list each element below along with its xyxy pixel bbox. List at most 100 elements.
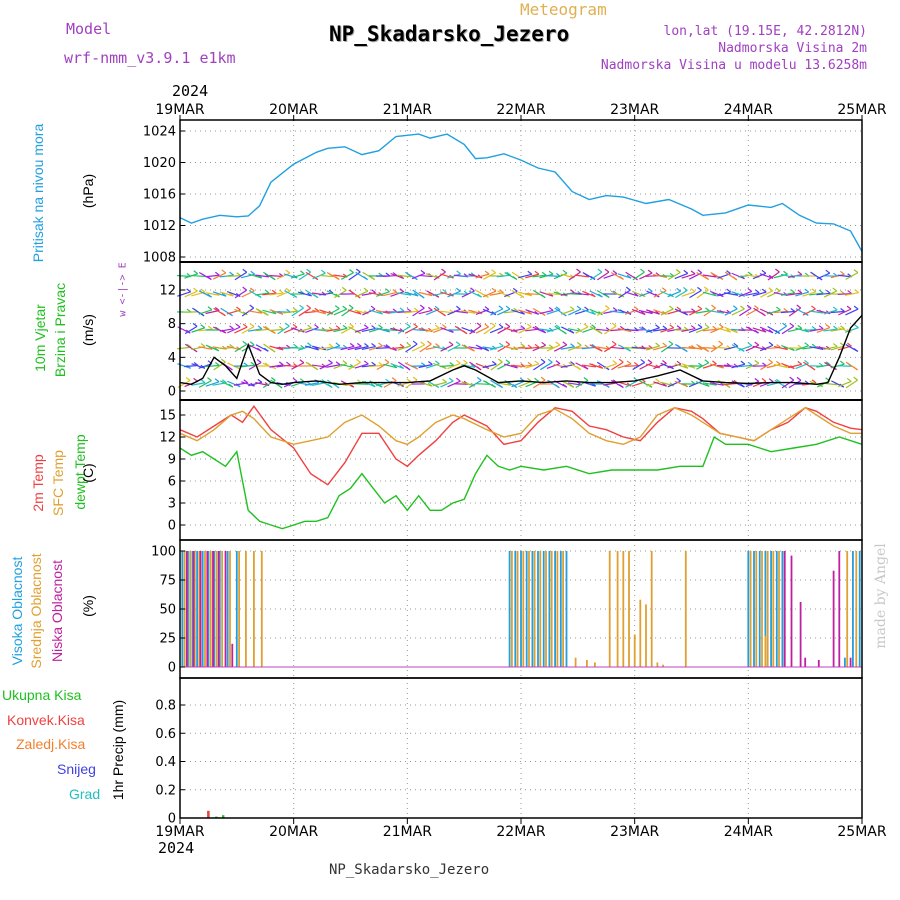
wind-arrow-head (520, 343, 526, 348)
wind-arrow (660, 275, 675, 277)
wind-arrow-head (363, 324, 369, 329)
wind-arrow (781, 345, 795, 351)
wind-arrow (291, 307, 304, 317)
wind-arrow-head (726, 328, 731, 333)
wind-arrow-head (470, 347, 475, 352)
wind-arrow-head (406, 323, 411, 328)
wind-arrow (277, 325, 290, 335)
cloud-bar (817, 660, 820, 667)
wind-arrow-head (263, 347, 269, 352)
wind-arrow-head (455, 341, 461, 346)
wind-arrow (553, 291, 568, 297)
wind-arrow-head (413, 323, 418, 328)
wind-arrow-head (399, 343, 405, 348)
wind-arrow-head (349, 269, 354, 274)
wind-arrow (823, 328, 838, 332)
wind-arrow-head (697, 324, 703, 329)
wind-arrow-head (306, 268, 312, 273)
wind-arrow-head (221, 292, 227, 297)
wind-arrow-head (228, 366, 233, 371)
wind-arrow (362, 308, 376, 316)
wind-arrow-head (740, 360, 746, 365)
wind-arrow (597, 271, 610, 281)
wind-arrow (667, 380, 681, 388)
wind-arrow (781, 362, 795, 370)
wind-arrow-head (704, 323, 710, 328)
cloud-bar (229, 551, 231, 667)
wind-arrow-head (804, 288, 810, 293)
wind-arrow-head (293, 307, 298, 312)
cloud-bar (191, 551, 194, 667)
wind-arrow (255, 274, 270, 278)
wind-arrow-head (412, 376, 418, 381)
wind-arrow (610, 310, 625, 314)
series-line-1-0 (179, 314, 863, 386)
wind-arrow (297, 345, 312, 351)
wind-arrow-head (754, 378, 760, 382)
wind-arrow (269, 292, 284, 296)
wind-arrow-head (547, 358, 553, 363)
wind-arrow-head (242, 268, 248, 273)
wind-arrow-head (256, 358, 262, 363)
wind-arrow (709, 310, 724, 314)
wind-arrow (596, 328, 611, 332)
wind-arrow-head (193, 270, 199, 275)
wind-arrow (632, 361, 645, 371)
wind-arrow (411, 328, 426, 332)
cloud-bar (844, 657, 846, 667)
wind-arrow (234, 326, 248, 334)
wind-arrow (319, 346, 334, 350)
wind-arrow-head (449, 362, 455, 366)
wind-arrow-head (761, 288, 767, 293)
wind-arrow-head (456, 359, 461, 364)
ytick-label: 15 (159, 409, 176, 424)
wind-arrow (540, 361, 553, 371)
wind-arrow (432, 326, 447, 334)
wind-arrow (681, 273, 696, 279)
ytick-label: 1016 (143, 188, 176, 203)
wind-arrow-head (228, 292, 234, 297)
wind-arrow-head (541, 341, 547, 346)
wind-arrow (674, 289, 688, 299)
ytick-label: 50 (159, 603, 176, 618)
wind-arrow (589, 363, 603, 369)
cloud-bar (852, 551, 854, 667)
cloud-bar (616, 551, 619, 667)
cloud-bar (749, 551, 752, 667)
altitude-label: Nadmorska Visina 2m (718, 41, 867, 56)
wind-arrow (717, 327, 731, 333)
cloud-bar (231, 643, 234, 667)
wind-arrow (837, 274, 852, 278)
wind-arrow-head (456, 377, 461, 382)
wind-arrow-head (434, 360, 440, 365)
wind-arrow-head (484, 347, 490, 352)
wind-arrow-head (548, 270, 554, 275)
wind-arrow-head (768, 311, 774, 316)
wind-arrow-head (328, 289, 334, 294)
cloud-bar (260, 551, 263, 667)
wind-arrow (525, 346, 540, 350)
wind-arrow (490, 361, 503, 371)
wind-arrow-head (328, 359, 333, 364)
wind-arrow-head (263, 311, 269, 316)
precip-legend-grad: Grad (69, 786, 101, 802)
cloud-bar (838, 551, 841, 667)
wind-arrow-head (278, 326, 284, 331)
cloud-bar (204, 551, 206, 667)
wind-arrow (347, 345, 362, 351)
wind-arrow (596, 346, 611, 350)
wind-arrow-head (704, 348, 710, 352)
cloud-bar (790, 555, 793, 667)
cloud-bar (217, 551, 220, 667)
xtick-bottom-label: 25MAR (837, 824, 886, 840)
wind-arrow-head (299, 359, 305, 364)
wind-arrow-head (370, 383, 376, 388)
wind-arrow (653, 345, 667, 351)
cloud-bar (849, 657, 852, 667)
ytick-label: 75 (159, 574, 176, 589)
wind-arrow-head (499, 289, 504, 294)
wind-arrow (773, 363, 788, 369)
wind-arrow-head (242, 340, 248, 345)
wind-arrow (574, 274, 589, 278)
wind-arrow-head (555, 306, 561, 311)
